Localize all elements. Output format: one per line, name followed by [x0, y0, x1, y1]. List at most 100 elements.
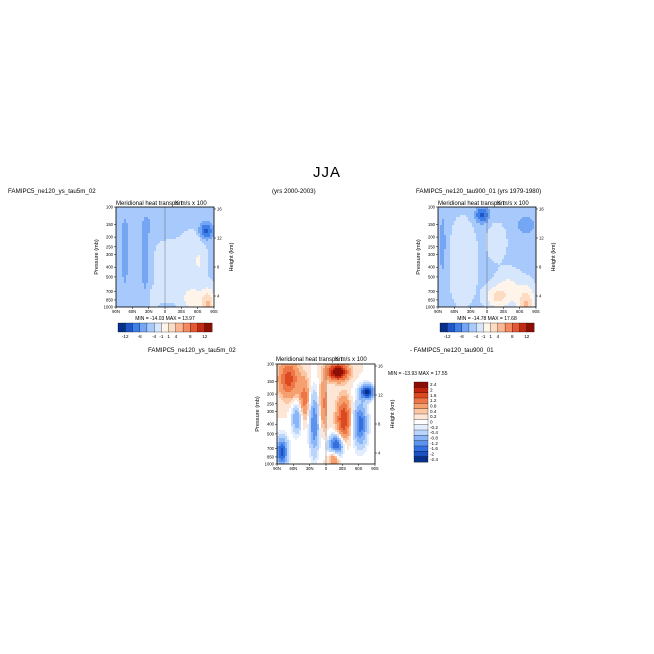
- heatmap-cell: [454, 211, 457, 214]
- heatmap-cell: [150, 305, 153, 308]
- heatmap-cell: [484, 225, 487, 228]
- heatmap-cell: [210, 245, 213, 248]
- heatmap-cell: [494, 303, 497, 306]
- heatmap-cell: [118, 229, 121, 232]
- heatmap-cell: [482, 243, 485, 246]
- heatmap-cell: [522, 235, 525, 238]
- heatmap-cell: [188, 223, 191, 226]
- heatmap-cell: [468, 231, 471, 234]
- heatmap-cell: [478, 269, 481, 272]
- heatmap-cell: [142, 249, 145, 252]
- heatmap-cell: [194, 251, 197, 254]
- heatmap-cell: [452, 289, 455, 292]
- heatmap-cell: [458, 263, 461, 266]
- heatmap-cell: [126, 219, 129, 222]
- heatmap-cell: [128, 261, 131, 264]
- heatmap-cell: [184, 219, 187, 222]
- heatmap-cell: [484, 277, 487, 280]
- heatmap-cell: [126, 273, 129, 276]
- heatmap-cell: [192, 275, 195, 278]
- heatmap-cell: [194, 303, 197, 306]
- heatmap-cell: [482, 229, 485, 232]
- heatmap-cell: [184, 279, 187, 282]
- heatmap-cell: [482, 269, 485, 272]
- heatmap-cell: [534, 257, 537, 260]
- heatmap-cell: [496, 209, 499, 212]
- heatmap-cell: [522, 209, 525, 212]
- heatmap-cell: [478, 215, 481, 218]
- heatmap-cell: [512, 281, 515, 284]
- heatmap-cell: [148, 253, 151, 256]
- heatmap-cell: [174, 235, 177, 238]
- heatmap-cell: [170, 237, 173, 240]
- heatmap-cell: [144, 265, 147, 268]
- heatmap-cell: [206, 293, 209, 296]
- heatmap-cell: [484, 253, 487, 256]
- heatmap-cell: [116, 237, 119, 240]
- heatmap-cell: [200, 231, 203, 234]
- heatmap-cell: [496, 269, 499, 272]
- heatmap-cell: [190, 241, 193, 244]
- heatmap-cell: [514, 217, 517, 220]
- heatmap-cell: [138, 267, 141, 270]
- heatmap-cell: [138, 273, 141, 276]
- heatmap-cell: [484, 251, 487, 254]
- heatmap-cell: [144, 233, 147, 236]
- heatmap-cell: [518, 271, 521, 274]
- heatmap-cell: [130, 217, 133, 220]
- heatmap-cell: [476, 289, 479, 292]
- heatmap-cell: [492, 297, 495, 300]
- heatmap-cell: [512, 207, 515, 210]
- heatmap-cell: [484, 275, 487, 278]
- heatmap-cell: [184, 283, 187, 286]
- heatmap-cell: [156, 287, 159, 290]
- heatmap-cell: [140, 247, 143, 250]
- heatmap-cell: [516, 225, 519, 228]
- heatmap-cell: [442, 229, 445, 232]
- heatmap-cell: [514, 221, 517, 224]
- heatmap-cell: [148, 233, 151, 236]
- heatmap-cell: [530, 251, 533, 254]
- heatmap-cell: [142, 287, 145, 290]
- heatmap-cell: [128, 213, 131, 216]
- heatmap-cell: [166, 251, 169, 254]
- heatmap-cell: [190, 249, 193, 252]
- heatmap-cell: [170, 281, 173, 284]
- heatmap-cell: [170, 283, 173, 286]
- heatmap-cell: [132, 303, 135, 306]
- heatmap-cell: [452, 267, 455, 270]
- heatmap-cell: [180, 273, 183, 276]
- heatmap-cell: [534, 275, 537, 278]
- heatmap-cell: [532, 219, 535, 222]
- heatmap-cell: [464, 249, 467, 252]
- heatmap-cell: [460, 259, 463, 262]
- heatmap-cell: [138, 235, 141, 238]
- heatmap-cell: [138, 289, 141, 292]
- heatmap-cell: [528, 257, 531, 260]
- heatmap-cell: [438, 281, 441, 284]
- heatmap-cell: [530, 219, 533, 222]
- heatmap-cell: [490, 295, 493, 298]
- heatmap-cell: [444, 295, 447, 298]
- heatmap-cell: [170, 269, 173, 272]
- heatmap-cell: [456, 265, 459, 268]
- heatmap-cell: [516, 257, 519, 260]
- heatmap-cell: [528, 251, 531, 254]
- heatmap-cell: [444, 267, 447, 270]
- heatmap-cell: [160, 281, 163, 284]
- heatmap-cell: [508, 279, 511, 282]
- heatmap-cell: [492, 241, 495, 244]
- heatmap-cell: [134, 221, 137, 224]
- heatmap-cell: [186, 287, 189, 290]
- heatmap-cell: [202, 217, 205, 220]
- heatmap-cell: [532, 209, 535, 212]
- heatmap-cell: [168, 291, 171, 294]
- heatmap-cell: [534, 297, 537, 300]
- heatmap-cell: [174, 259, 177, 262]
- heatmap-cell: [482, 215, 485, 218]
- heatmap-cell: [194, 273, 197, 276]
- heatmap-cell: [180, 211, 183, 214]
- heatmap-cell: [474, 281, 477, 284]
- heatmap-cell: [158, 299, 161, 302]
- heatmap-cell: [162, 251, 165, 254]
